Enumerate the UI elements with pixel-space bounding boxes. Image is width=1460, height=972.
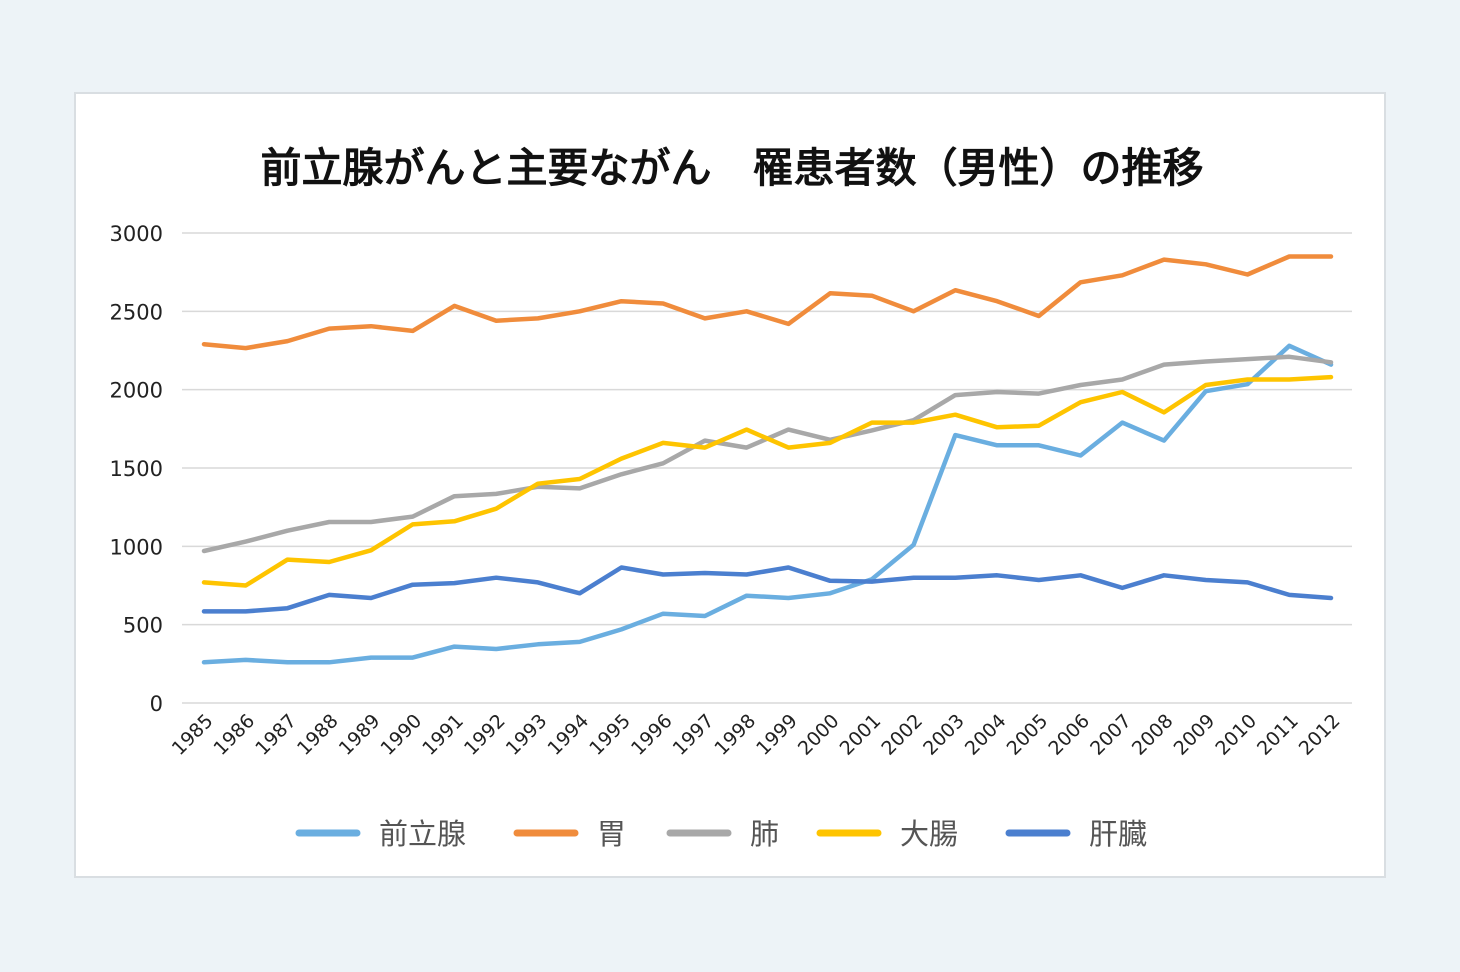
x-tick-label: 1996 — [627, 710, 677, 760]
legend-label-1: 胃 — [597, 817, 626, 851]
legend-label-2: 肺 — [750, 817, 779, 851]
x-tick-label: 2010 — [1211, 710, 1261, 760]
x-tick-label: 1997 — [669, 710, 719, 760]
y-axis-ticks: 0 500 1000 1500 2000 2500 3000 — [110, 222, 163, 716]
legend-label-4: 肝臓 — [1089, 817, 1147, 851]
x-tick-label: 1987 — [251, 710, 301, 760]
y-tick-label: 0 — [150, 692, 163, 716]
legend-label-0: 前立腺 — [379, 817, 466, 851]
series-lines — [201, 254, 1334, 665]
x-tick-label: 1986 — [210, 710, 260, 760]
x-tick-label: 1988 — [293, 710, 343, 760]
y-tick-label: 1500 — [110, 457, 163, 481]
x-tick-label: 2007 — [1086, 710, 1136, 760]
x-tick-label: 1993 — [502, 710, 552, 760]
series-line-4 — [201, 565, 1334, 614]
y-tick-label: 2500 — [110, 300, 163, 324]
x-tick-label: 1994 — [543, 710, 593, 760]
x-tick-label: 1992 — [460, 710, 510, 760]
x-tick-label: 1998 — [710, 710, 760, 760]
x-tick-label: 2001 — [836, 710, 886, 760]
x-tick-label: 2000 — [794, 710, 844, 760]
y-tick-label: 2000 — [110, 379, 163, 403]
legend-label-3: 大腸 — [900, 817, 958, 851]
x-tick-label: 2005 — [1003, 710, 1053, 760]
y-tick-label: 500 — [123, 614, 163, 638]
x-tick-label: 1995 — [585, 710, 635, 760]
x-tick-label: 1990 — [376, 710, 426, 760]
x-axis-ticks: 1985198619871988198919901991199219931994… — [168, 710, 1345, 760]
chart-title: 前立腺がんと主要ながん 罹患者数（男性）の推移 — [261, 144, 1204, 192]
x-tick-label: 1991 — [418, 710, 468, 760]
series-line-2 — [201, 354, 1334, 554]
x-tick-label: 2006 — [1044, 710, 1094, 760]
x-tick-label: 2011 — [1253, 710, 1303, 760]
y-tick-label: 1000 — [110, 535, 163, 559]
x-tick-label: 2009 — [1170, 710, 1220, 760]
gridlines — [182, 232, 1352, 704]
series-line-3 — [201, 374, 1334, 588]
x-tick-label: 1985 — [168, 710, 218, 760]
x-tick-label: 1999 — [752, 710, 802, 760]
series-line-1 — [201, 254, 1334, 351]
series-line-0 — [201, 343, 1334, 665]
x-tick-label: 2012 — [1295, 710, 1345, 760]
x-tick-label: 1989 — [335, 710, 385, 760]
x-tick-label: 2003 — [919, 710, 969, 760]
x-tick-label: 2002 — [877, 710, 927, 760]
x-tick-label: 2004 — [961, 710, 1011, 760]
y-tick-label: 3000 — [110, 222, 163, 246]
chart-card — [74, 92, 1386, 878]
x-tick-label: 2008 — [1128, 710, 1178, 760]
legend: 前立腺 胃 肺 大腸 肝臓 — [295, 817, 1147, 851]
